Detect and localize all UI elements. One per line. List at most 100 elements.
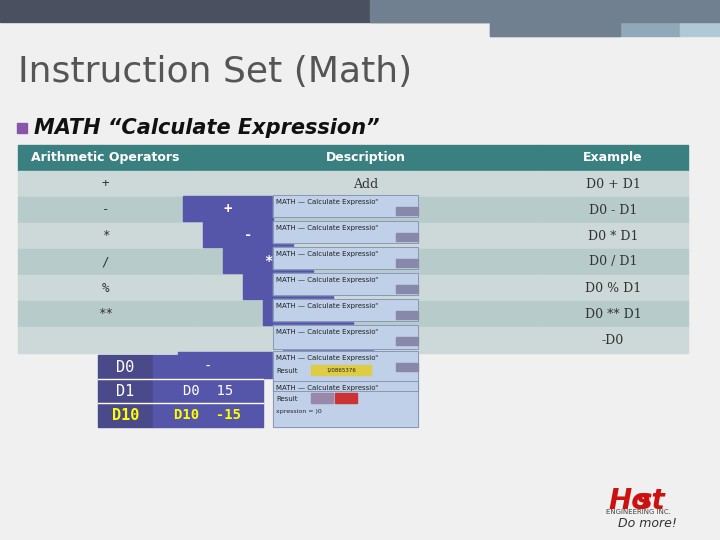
Bar	[193, 223, 538, 249]
Text: %: %	[102, 281, 109, 294]
Bar	[273, 221, 418, 243]
Bar	[283, 326, 373, 351]
Text: Do more!: Do more!	[618, 517, 677, 530]
Bar	[273, 381, 418, 427]
Text: MATH — Calculate Expressioⁿ: MATH — Calculate Expressioⁿ	[276, 329, 378, 335]
Bar	[335, 393, 357, 403]
Text: -: -	[244, 227, 252, 241]
Bar	[273, 221, 418, 243]
Bar	[311, 393, 333, 403]
Text: Example: Example	[583, 152, 643, 165]
Bar	[370, 0, 720, 22]
Text: *: *	[264, 253, 272, 267]
Text: D0 / D1: D0 / D1	[589, 255, 637, 268]
Bar	[273, 381, 418, 427]
Text: Ho: Ho	[608, 487, 650, 515]
Bar	[18, 197, 193, 223]
Text: D0 + D1: D0 + D1	[585, 178, 640, 191]
Bar	[193, 301, 538, 327]
Bar	[193, 171, 538, 197]
Bar	[183, 196, 273, 221]
Bar	[193, 145, 538, 171]
Text: MATH — Calculate Expressioⁿ: MATH — Calculate Expressioⁿ	[276, 277, 378, 283]
Text: D10: D10	[112, 408, 139, 422]
Bar	[273, 247, 418, 269]
Text: -D0: -D0	[602, 334, 624, 347]
Text: **: **	[98, 307, 113, 321]
Bar	[98, 355, 153, 379]
Bar	[273, 299, 418, 321]
Bar	[203, 222, 293, 247]
Bar	[193, 197, 538, 223]
Bar	[396, 233, 418, 241]
Text: /: /	[284, 280, 292, 294]
Text: MATH — Calculate Expressioⁿ: MATH — Calculate Expressioⁿ	[276, 199, 378, 205]
Bar	[396, 363, 418, 371]
Text: Add: Add	[353, 178, 378, 191]
Bar	[223, 248, 313, 273]
Bar	[193, 327, 538, 353]
Text: -: -	[102, 204, 109, 217]
Bar	[538, 197, 688, 223]
Text: MATH “Calculate Expression”: MATH “Calculate Expression”	[34, 118, 379, 138]
Bar	[273, 325, 418, 349]
Text: D0 ** D1: D0 ** D1	[585, 307, 642, 321]
Bar	[538, 249, 688, 275]
Text: D0 - D1: D0 - D1	[589, 204, 637, 217]
Text: D0: D0	[117, 360, 135, 375]
Bar	[396, 207, 418, 215]
Text: xpression = )0: xpression = )0	[276, 408, 322, 414]
Text: D0 * D1: D0 * D1	[588, 230, 638, 242]
Text: D0  15: D0 15	[183, 384, 233, 398]
Bar	[490, 22, 680, 36]
Bar	[273, 195, 418, 217]
Bar	[273, 325, 418, 349]
Text: **: **	[320, 332, 336, 346]
Bar	[153, 355, 263, 379]
Bar	[18, 145, 193, 171]
Bar	[273, 351, 418, 391]
Text: +: +	[224, 201, 232, 215]
Bar	[311, 365, 371, 375]
Bar	[680, 22, 720, 36]
Bar	[538, 301, 688, 327]
Bar	[490, 22, 620, 36]
Bar	[18, 223, 193, 249]
Text: D1: D1	[117, 383, 135, 399]
Text: Result: Result	[276, 396, 297, 402]
Text: MATH — Calculate Expressioⁿ: MATH — Calculate Expressioⁿ	[276, 225, 378, 231]
Bar	[18, 301, 193, 327]
Bar	[273, 299, 418, 321]
Bar	[538, 275, 688, 301]
Text: -: -	[204, 360, 212, 374]
Text: MATH — Calculate Expressioⁿ: MATH — Calculate Expressioⁿ	[276, 355, 378, 361]
Bar	[396, 337, 418, 345]
Text: Arithmetic Operators: Arithmetic Operators	[31, 152, 180, 165]
Bar	[273, 273, 418, 295]
Bar	[396, 285, 418, 293]
Bar	[0, 0, 720, 22]
Bar	[538, 223, 688, 249]
Bar	[243, 274, 333, 299]
Bar	[273, 273, 418, 295]
Bar	[18, 275, 193, 301]
Bar	[538, 327, 688, 353]
Bar	[18, 327, 193, 353]
Text: *: *	[102, 230, 109, 242]
Text: ENGINEERING INC.: ENGINEERING INC.	[606, 509, 671, 515]
Bar	[396, 259, 418, 267]
Bar	[273, 195, 418, 217]
Text: MATH — Calculate Expressioⁿ: MATH — Calculate Expressioⁿ	[276, 303, 378, 309]
Text: Instruction Set (Math): Instruction Set (Math)	[18, 55, 412, 89]
Text: +: +	[102, 178, 109, 191]
Text: Description: Description	[325, 152, 405, 165]
Bar	[263, 300, 353, 325]
Bar	[98, 403, 153, 427]
Bar	[18, 171, 193, 197]
Bar	[193, 275, 538, 301]
Bar	[538, 145, 688, 171]
Text: /: /	[102, 255, 109, 268]
Bar	[273, 351, 418, 391]
Bar	[538, 171, 688, 197]
Bar	[18, 249, 193, 275]
